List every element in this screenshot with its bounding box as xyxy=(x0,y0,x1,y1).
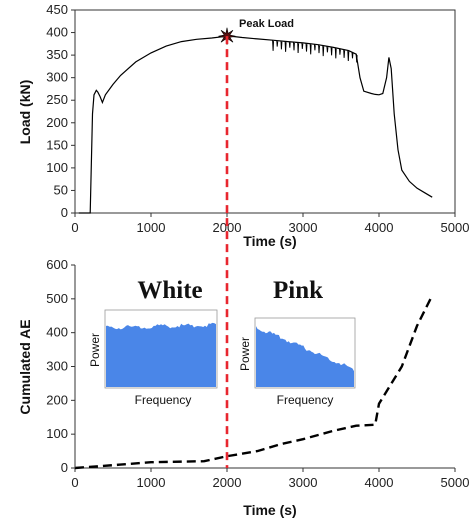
load-y-axis-label: Load (kN) xyxy=(17,80,33,145)
ae-y-tick-label: 100 xyxy=(46,426,68,441)
load-x-tick-label: 1000 xyxy=(137,220,166,235)
load-y-tick-label: 50 xyxy=(54,182,68,197)
load-y-tick-label: 0 xyxy=(61,205,68,220)
white-frequency-label: Frequency xyxy=(135,393,192,407)
ae-x-tick-label: 4000 xyxy=(365,475,394,490)
ae-x-tick-label: 0 xyxy=(71,475,78,490)
white-spectrum xyxy=(106,322,216,387)
load-x-tick-label: 2000 xyxy=(213,220,242,235)
pink-frequency-label: Frequency xyxy=(277,393,334,407)
load-y-tick-label: 150 xyxy=(46,137,68,152)
pink-spectrum xyxy=(256,326,354,387)
load-x-tick-label: 0 xyxy=(71,220,78,235)
ae-x-ticks: 0 1000 2000 3000 4000 5000 xyxy=(71,468,469,490)
load-chart-frame xyxy=(74,9,456,214)
load-x-tick-label: 5000 xyxy=(441,220,470,235)
ae-x-axis-label: Time (s) xyxy=(243,502,296,518)
pink-label: Pink xyxy=(273,277,323,304)
peak-load-label: Peak Load xyxy=(239,18,294,30)
ae-y-axis-label: Cumulated AE xyxy=(17,319,33,414)
load-x-ticks: 0 1000 2000 3000 4000 5000 xyxy=(71,213,469,235)
load-y-tick-label: 300 xyxy=(46,70,68,85)
load-x-axis-label: Time (s) xyxy=(243,233,296,249)
load-y-ticks: 0 50 100 150 200 250 300 350 400 450 xyxy=(46,2,75,220)
ae-y-tick-label: 300 xyxy=(46,359,68,374)
white-label: White xyxy=(137,277,202,304)
load-x-tick-label: 4000 xyxy=(365,220,394,235)
load-x-tick-label: 3000 xyxy=(289,220,318,235)
load-y-tick-label: 350 xyxy=(46,47,68,62)
load-oscillations xyxy=(272,40,358,63)
pink-power-label: Power xyxy=(238,337,252,371)
load-y-tick-label: 250 xyxy=(46,92,68,107)
ae-y-tick-label: 0 xyxy=(61,460,68,475)
ae-y-ticks: 0 100 200 300 400 500 600 xyxy=(46,257,75,475)
ae-chart: 0 100 200 300 400 500 600 0 1000 2000 3000 4000 500… xyxy=(17,257,469,518)
white-noise-inset: Power Frequency xyxy=(88,309,218,407)
white-power-label: Power xyxy=(88,333,102,367)
load-y-tick-label: 450 xyxy=(46,2,68,17)
load-chart: 0 50 100 150 200 250 300 350 400 450 0 1000 2000 300… xyxy=(17,2,469,249)
pink-noise-inset: Power Frequency xyxy=(238,317,356,407)
ae-x-tick-label: 2000 xyxy=(213,475,242,490)
load-y-tick-label: 200 xyxy=(46,115,68,130)
ae-y-tick-label: 600 xyxy=(46,257,68,272)
ae-y-tick-label: 400 xyxy=(46,325,68,340)
ae-x-tick-label: 3000 xyxy=(289,475,318,490)
load-y-tick-label: 400 xyxy=(46,25,68,40)
load-curve xyxy=(78,35,433,214)
ae-curve xyxy=(74,294,434,470)
ae-x-tick-label: 5000 xyxy=(441,475,470,490)
load-y-tick-label: 100 xyxy=(46,160,68,175)
ae-y-tick-label: 500 xyxy=(46,291,68,306)
ae-y-tick-label: 200 xyxy=(46,392,68,407)
ae-x-tick-label: 1000 xyxy=(137,475,166,490)
